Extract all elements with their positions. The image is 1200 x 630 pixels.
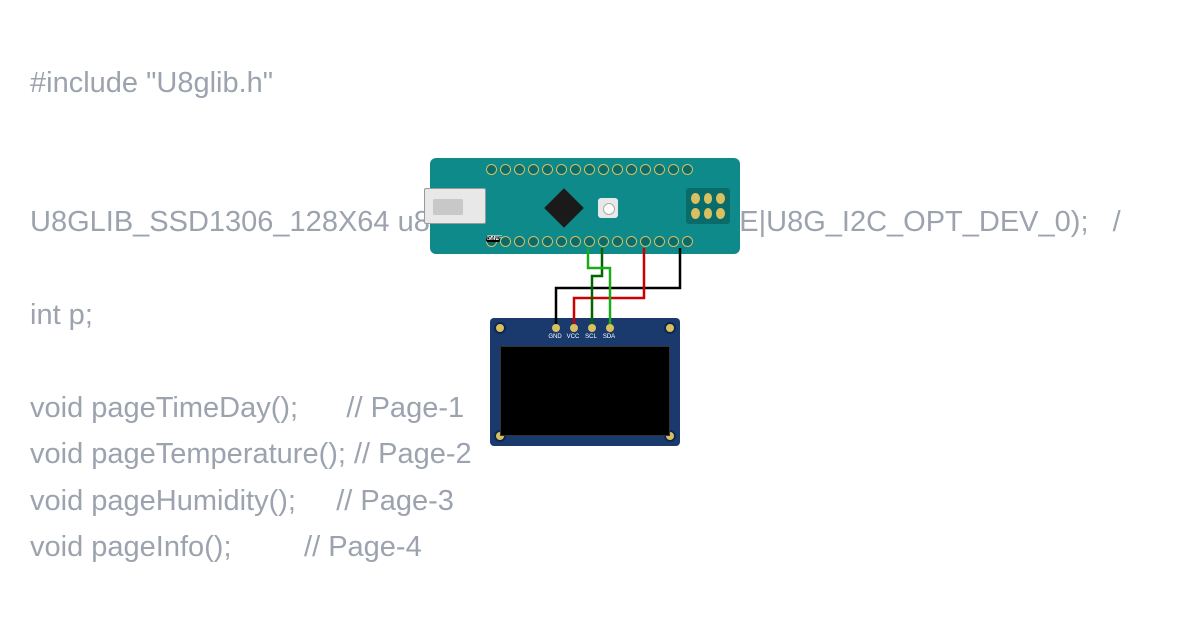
code-line: int p; — [30, 299, 93, 331]
mounting-hole — [494, 322, 506, 334]
code-line: U8GLIB_SSD1306_128X64 u8g — [30, 206, 446, 238]
oled-screen — [500, 346, 670, 436]
pin-label: VIN — [486, 236, 500, 242]
oled-pin-header — [552, 324, 614, 332]
icsp-header — [686, 188, 730, 224]
pin-row-bottom — [486, 236, 693, 248]
wiring-diagram: D13 3V3 AREF A0 A1 A2 A3 A4 A5 A6 A7 5V … — [430, 158, 750, 448]
usb-connector — [424, 188, 486, 224]
code-line: void pageTemperature(); // Page-2 — [30, 438, 472, 470]
code-line: void pageTimeDay(); // Page-1 — [30, 392, 464, 424]
mounting-hole — [664, 322, 676, 334]
oled-display-module: GND VCC SCL SDA — [490, 318, 680, 446]
code-line: ONE|U8G_I2C_OPT_DEV_0); / — [696, 206, 1121, 238]
code-line: #include "U8glib.h" — [30, 67, 273, 99]
code-line: void pageInfo(); // Page-4 — [30, 531, 422, 563]
arduino-nano-board: D13 3V3 AREF A0 A1 A2 A3 A4 A5 A6 A7 5V … — [430, 158, 740, 254]
reset-button — [598, 198, 618, 218]
pin-row-top — [486, 164, 693, 176]
oled-pin-labels: GND VCC SCL SDA — [548, 334, 616, 340]
code-line: void pageHumidity(); // Page-3 — [30, 485, 454, 517]
mcu-chip — [544, 188, 584, 228]
